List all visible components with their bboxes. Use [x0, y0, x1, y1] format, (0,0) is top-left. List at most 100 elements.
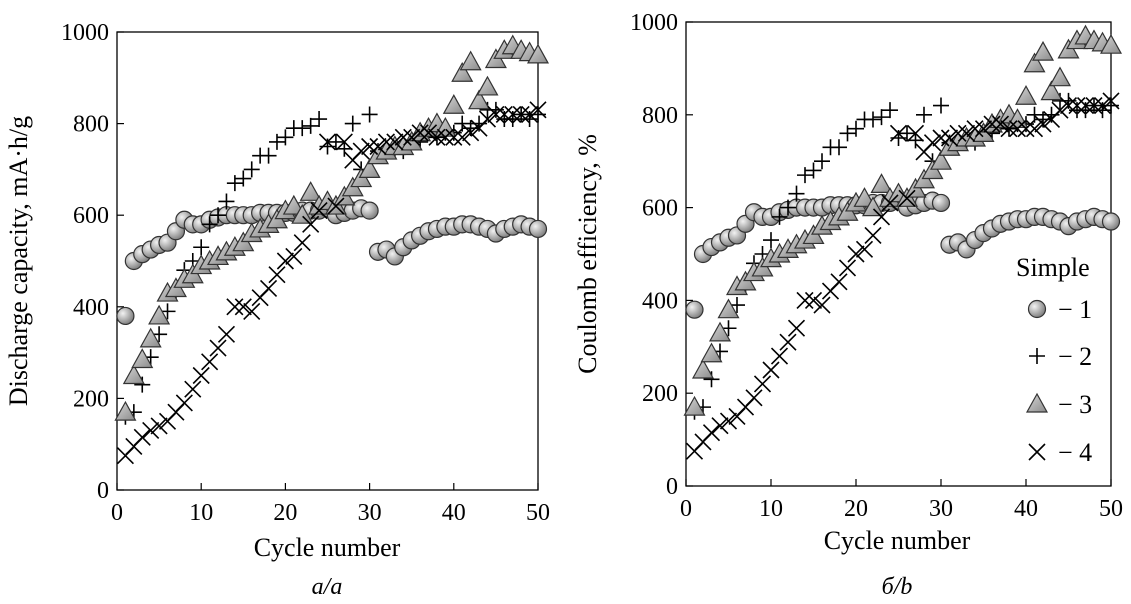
y-tick-label-b: 600	[642, 196, 678, 222]
data-point-series-4	[142, 421, 160, 440]
data-point-series-4	[1034, 115, 1052, 133]
series-4-a	[116, 101, 547, 465]
data-point-series-4	[478, 110, 497, 128]
data-point-series-4	[1059, 96, 1078, 115]
data-point-series-2	[780, 199, 796, 216]
data-point-series-4	[361, 137, 379, 156]
data-point-series-2	[226, 175, 243, 192]
data-point-series-2	[873, 109, 890, 126]
legend-entry-3-marker	[1025, 392, 1049, 413]
data-point-series-2	[771, 208, 788, 225]
data-point-series-2	[814, 153, 830, 170]
data-point-series-4	[302, 215, 320, 233]
data-point-series-2	[865, 111, 881, 128]
y-tick-label-a: 1000	[61, 20, 109, 46]
data-point-series-4	[377, 133, 396, 151]
data-point-series-4	[411, 124, 429, 142]
data-point-series-2	[933, 97, 949, 114]
data-point-series-4	[217, 325, 236, 343]
data-point-series-4	[310, 202, 328, 220]
data-point-series-4	[318, 133, 337, 151]
data-point-series-4	[1102, 92, 1120, 110]
data-point-series-3	[526, 43, 550, 64]
data-point-series-3	[1014, 85, 1038, 105]
data-point-series-4	[932, 129, 950, 147]
data-point-series-4	[175, 394, 193, 412]
x-tick-label-b: 30	[929, 496, 953, 522]
series-4-b	[685, 92, 1120, 460]
data-point-series-4	[192, 366, 210, 385]
data-point-series-3	[459, 50, 482, 71]
data-point-series-4	[745, 389, 763, 407]
data-point-series-3	[139, 327, 162, 348]
data-point-series-2	[235, 170, 252, 187]
data-point-series-3	[114, 400, 137, 421]
legend-entry-1-label: − 1	[1058, 295, 1092, 324]
data-point-series-4	[184, 380, 202, 398]
data-point-series-4	[974, 120, 993, 138]
data-point-series-1	[116, 306, 135, 326]
data-point-series-4	[487, 105, 505, 124]
y-tick-label-b: 1000	[630, 10, 678, 36]
data-point-series-4	[352, 142, 370, 160]
y-tick-label-b: 400	[642, 288, 678, 314]
data-point-series-4	[847, 245, 865, 263]
data-point-series-2	[294, 120, 311, 137]
data-point-series-4	[1025, 120, 1044, 138]
data-point-series-2	[797, 167, 813, 184]
data-point-series-4	[386, 133, 404, 151]
data-point-series-4	[838, 259, 857, 277]
data-point-series-4	[150, 417, 168, 435]
x-axis-label-a: Cycle number	[254, 533, 401, 562]
legend: Simple − 1 − 2 − 3 − 4	[1016, 253, 1092, 467]
data-point-series-2	[763, 232, 779, 249]
data-point-series-1	[931, 193, 951, 213]
data-point-series-3	[1031, 40, 1055, 61]
data-point-series-3	[853, 187, 876, 207]
data-point-series-4	[521, 105, 539, 124]
data-point-series-4	[201, 353, 219, 371]
data-point-series-2	[210, 207, 227, 224]
data-point-series-3	[929, 149, 953, 170]
data-point-series-3	[861, 196, 885, 217]
data-point-series-3	[1040, 80, 1063, 101]
data-point-series-1	[360, 201, 379, 220]
chart-panel-b: Coulomb efficiency, % Cycle number б/b S…	[573, 10, 1123, 600]
data-point-series-4	[133, 428, 151, 446]
legend-title: Simple	[1016, 253, 1090, 282]
data-point-series-2	[839, 125, 856, 142]
y-tick-label-b: 0	[666, 474, 678, 500]
data-point-series-4	[285, 247, 303, 265]
panel-caption-a: а/a	[312, 574, 343, 600]
data-point-series-3	[148, 304, 171, 325]
x-tick-label-a: 40	[442, 500, 466, 526]
data-point-series-4	[453, 128, 471, 146]
y-axis-label-b: Coulomb efficiency, %	[573, 134, 602, 374]
data-point-series-1	[685, 300, 704, 319]
data-point-series-4	[923, 134, 942, 152]
data-point-series-2	[788, 185, 805, 202]
x-tick-label-b: 40	[1014, 496, 1038, 522]
data-point-series-4	[512, 105, 530, 124]
data-point-series-2	[260, 147, 277, 164]
data-point-series-4	[702, 424, 721, 442]
data-point-series-1	[1101, 212, 1121, 231]
data-point-series-2	[831, 139, 847, 156]
data-point-series-2	[344, 115, 361, 132]
data-point-series-2	[907, 132, 924, 149]
legend-entry-2-marker	[1029, 348, 1045, 364]
data-point-series-2	[327, 133, 344, 150]
data-point-series-4	[872, 208, 891, 226]
data-point-series-4	[813, 296, 831, 314]
data-point-series-4	[445, 128, 463, 146]
data-point-series-4	[906, 124, 925, 142]
data-point-series-4	[940, 129, 959, 147]
data-point-series-1	[528, 219, 548, 239]
x-tick-label-b: 20	[844, 496, 868, 522]
data-point-series-2	[277, 129, 294, 146]
data-point-series-4	[796, 291, 814, 309]
data-point-series-4	[804, 291, 823, 309]
data-point-series-3	[476, 75, 499, 96]
x-axis-label-b: Cycle number	[824, 526, 971, 555]
data-point-series-2	[805, 162, 822, 179]
